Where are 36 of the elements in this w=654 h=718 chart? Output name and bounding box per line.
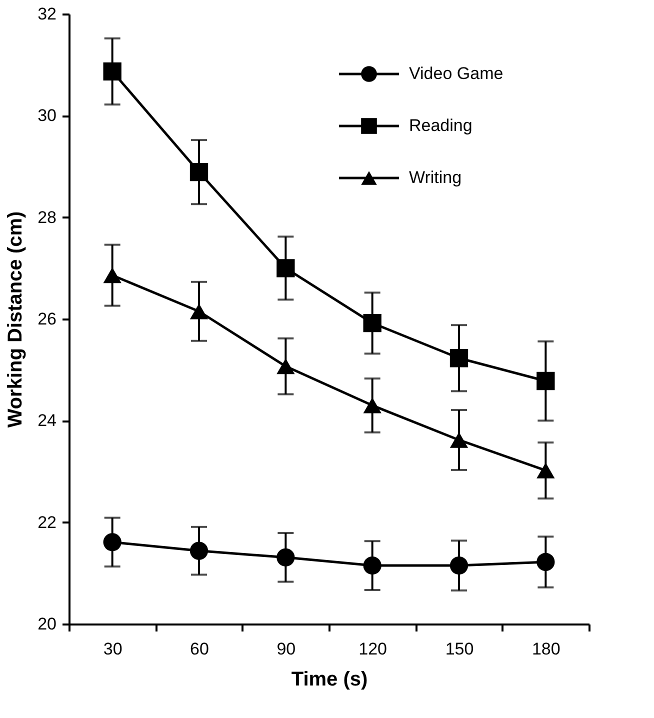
point xyxy=(190,542,208,560)
x-tick-label: 120 xyxy=(358,640,388,658)
point xyxy=(276,548,295,566)
x-tick-label: 180 xyxy=(532,640,560,658)
y-tick-label: 24 xyxy=(38,411,56,430)
point xyxy=(103,62,122,81)
y-tick-label: 28 xyxy=(38,208,56,227)
y-axis-title: Working Distance (cm) xyxy=(4,211,27,428)
y-tick-label: 30 xyxy=(38,106,56,126)
x-tick-label: 60 xyxy=(190,640,209,658)
point xyxy=(190,163,208,182)
y-tick-label: 32 xyxy=(38,4,56,24)
point xyxy=(536,552,555,572)
point xyxy=(363,314,382,332)
legend-label: Video Game xyxy=(409,64,504,83)
y-tick-label: 22 xyxy=(38,512,56,532)
point xyxy=(536,372,555,390)
x-tick-label: 150 xyxy=(445,640,474,658)
x-axis-title: Time (s) xyxy=(291,668,368,690)
x-tick-label: 30 xyxy=(103,640,122,658)
point xyxy=(363,556,382,575)
point xyxy=(363,398,382,414)
point xyxy=(450,349,468,368)
y-tick-label: 20 xyxy=(38,614,56,634)
y-tick-label: 26 xyxy=(38,310,56,328)
legend-label: Reading xyxy=(409,116,472,135)
point xyxy=(450,432,468,448)
point xyxy=(103,533,122,552)
point xyxy=(276,259,295,278)
point xyxy=(450,556,468,575)
point xyxy=(536,462,555,478)
point xyxy=(276,358,295,374)
point xyxy=(103,267,122,284)
x-tick-label: 90 xyxy=(276,640,296,658)
point xyxy=(190,304,208,320)
legend-label: Writing xyxy=(409,168,462,187)
